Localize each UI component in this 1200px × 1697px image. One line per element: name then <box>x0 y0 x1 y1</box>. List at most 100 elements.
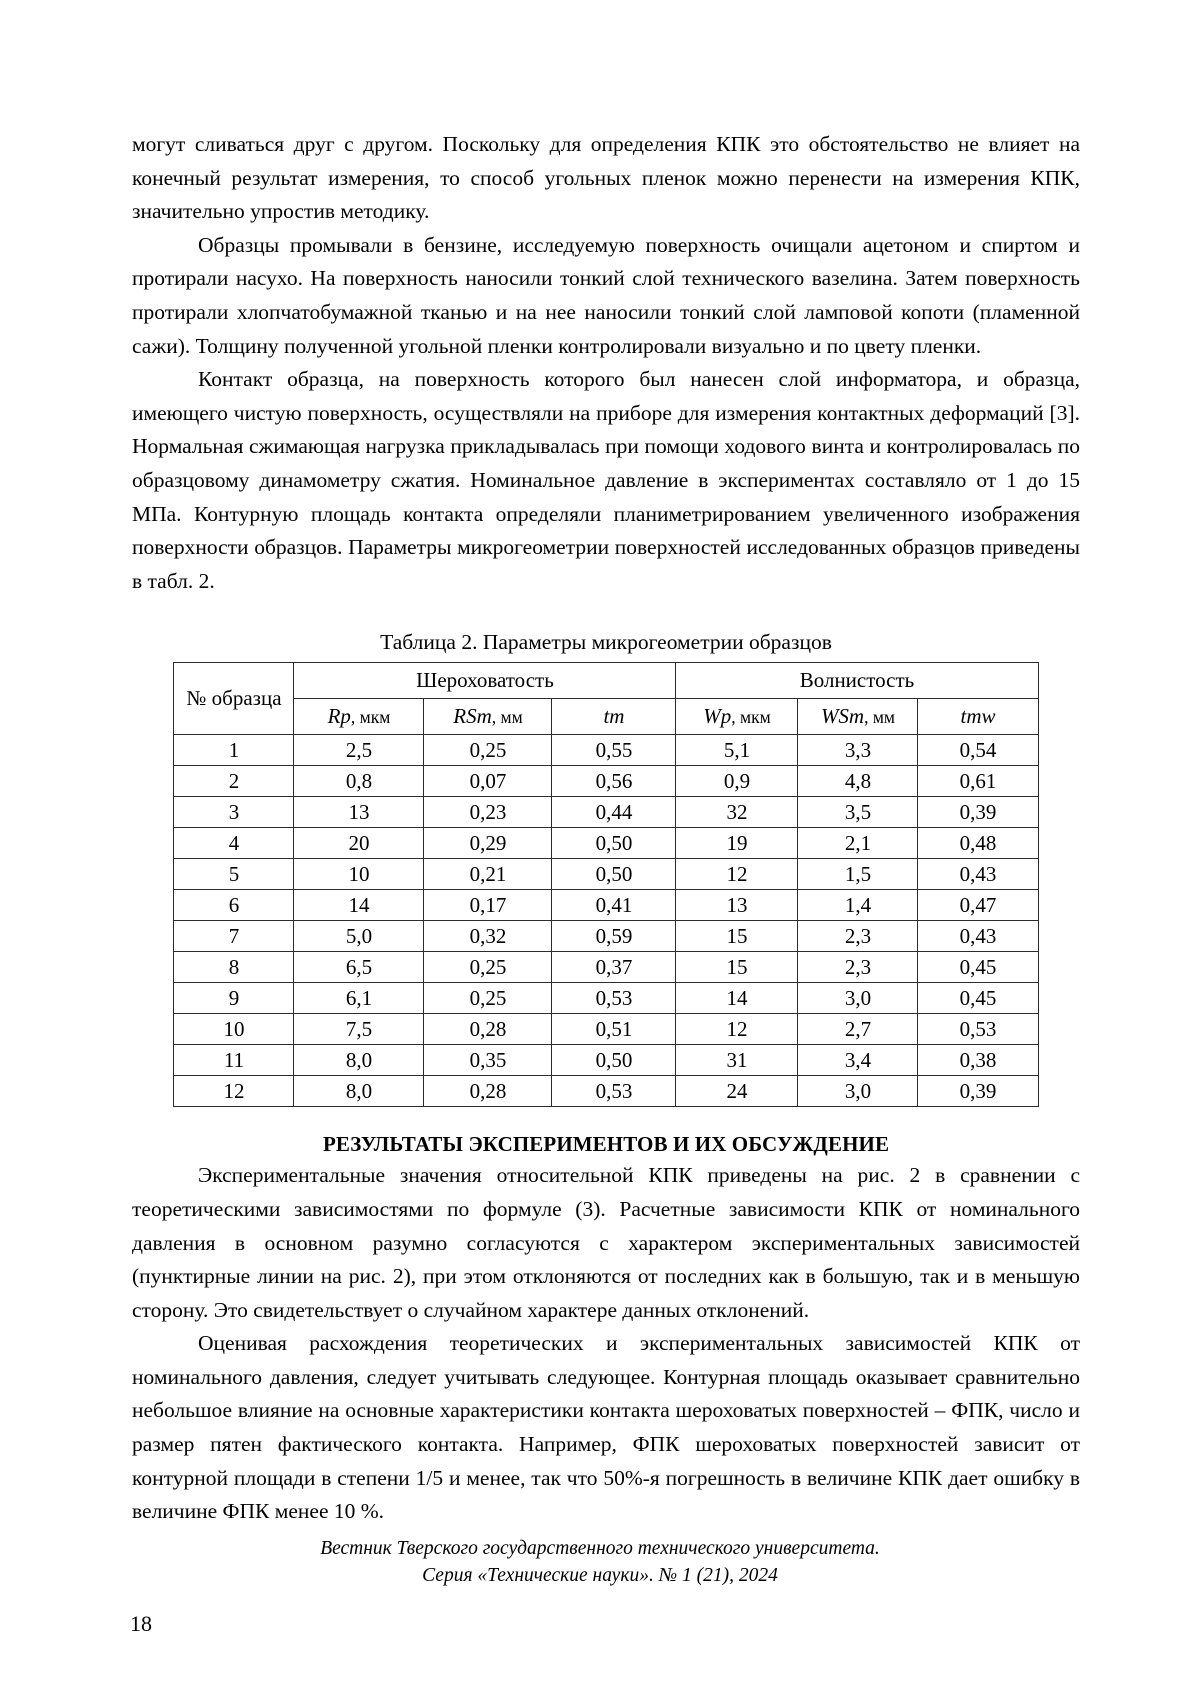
header-col-rp: Rp, мкм <box>294 699 424 735</box>
cell-tmw: 0,48 <box>918 828 1038 859</box>
cell-rsm: 0,23 <box>424 797 552 828</box>
table-row: 5100,210,50121,50,43 <box>174 859 1038 890</box>
cell-sample-no: 10 <box>174 1014 294 1045</box>
cell-wp: 12 <box>676 859 798 890</box>
cell-rp: 6,1 <box>294 983 424 1014</box>
cell-wsm: 3,4 <box>798 1045 918 1076</box>
cell-rp: 7,5 <box>294 1014 424 1045</box>
symbol-tm: tm <box>603 704 624 728</box>
cell-tm: 0,59 <box>552 921 676 952</box>
cell-rp: 8,0 <box>294 1045 424 1076</box>
cell-tm: 0,50 <box>552 1045 676 1076</box>
paragraph-2: Образцы промывали в бензине, исследуемую… <box>132 229 1080 363</box>
cell-wsm: 3,0 <box>798 983 918 1014</box>
cell-tmw: 0,54 <box>918 735 1038 766</box>
paragraph-4: Экспериментальные значения относительной… <box>132 1159 1080 1327</box>
cell-tmw: 0,61 <box>918 766 1038 797</box>
cell-rp: 14 <box>294 890 424 921</box>
header-group-waviness: Волнистость <box>676 663 1038 699</box>
cell-wp: 5,1 <box>676 735 798 766</box>
cell-rp: 6,5 <box>294 952 424 983</box>
cell-wsm: 3,3 <box>798 735 918 766</box>
cell-rsm: 0,25 <box>424 735 552 766</box>
cell-sample-no: 3 <box>174 797 294 828</box>
table-row: 4200,290,50192,10,48 <box>174 828 1038 859</box>
cell-tmw: 0,38 <box>918 1045 1038 1076</box>
table-row: 96,10,250,53143,00,45 <box>174 983 1038 1014</box>
cell-wp: 31 <box>676 1045 798 1076</box>
cell-tmw: 0,45 <box>918 952 1038 983</box>
cell-sample-no: 8 <box>174 952 294 983</box>
microgeometry-table: № образца Шероховатость Волнистость Rp, … <box>173 662 1038 1107</box>
table-row: 107,50,280,51122,70,53 <box>174 1014 1038 1045</box>
cell-rsm: 0,28 <box>424 1014 552 1045</box>
cell-rp: 2,5 <box>294 735 424 766</box>
cell-rsm: 0,07 <box>424 766 552 797</box>
cell-tmw: 0,43 <box>918 859 1038 890</box>
cell-tmw: 0,45 <box>918 983 1038 1014</box>
table-row: 12,50,250,555,13,30,54 <box>174 735 1038 766</box>
symbol-tmw: tmw <box>960 704 995 728</box>
cell-wp: 19 <box>676 828 798 859</box>
cell-sample-no: 1 <box>174 735 294 766</box>
paragraph-1: могут сливаться друг с другом. Поскольку… <box>132 128 1080 229</box>
cell-wsm: 3,5 <box>798 797 918 828</box>
header-sample-no: № образца <box>174 663 294 735</box>
cell-tm: 0,37 <box>552 952 676 983</box>
header-group-roughness: Шероховатость <box>294 663 676 699</box>
cell-rp: 5,0 <box>294 921 424 952</box>
cell-tm: 0,50 <box>552 859 676 890</box>
symbol-rp: Rp <box>328 704 351 728</box>
table-header-row-columns: Rp, мкм RSm, мм tm Wp, мкм WSm, мм tmw <box>174 699 1038 735</box>
cell-wsm: 4,8 <box>798 766 918 797</box>
cell-rp: 20 <box>294 828 424 859</box>
cell-tmw: 0,43 <box>918 921 1038 952</box>
cell-wsm: 2,7 <box>798 1014 918 1045</box>
symbol-wsm: WSm <box>821 704 864 728</box>
cell-sample-no: 7 <box>174 921 294 952</box>
cell-wsm: 2,1 <box>798 828 918 859</box>
table-row: 128,00,280,53243,00,39 <box>174 1076 1038 1107</box>
table-caption: Таблица 2. Параметры микрогеометрии обра… <box>132 628 1080 656</box>
page-number: 18 <box>130 1611 152 1637</box>
cell-wp: 14 <box>676 983 798 1014</box>
header-col-wsm: WSm, мм <box>798 699 918 735</box>
table-row: 118,00,350,50313,40,38 <box>174 1045 1038 1076</box>
cell-sample-no: 9 <box>174 983 294 1014</box>
cell-tm: 0,41 <box>552 890 676 921</box>
cell-rsm: 0,32 <box>424 921 552 952</box>
cell-sample-no: 12 <box>174 1076 294 1107</box>
cell-rsm: 0,21 <box>424 859 552 890</box>
cell-tm: 0,51 <box>552 1014 676 1045</box>
unit-rsm: , мм <box>492 707 523 727</box>
cell-wp: 12 <box>676 1014 798 1045</box>
cell-wsm: 1,4 <box>798 890 918 921</box>
table-row: 75,00,320,59152,30,43 <box>174 921 1038 952</box>
cell-tmw: 0,39 <box>918 797 1038 828</box>
header-col-tmw: tmw <box>918 699 1038 735</box>
symbol-wp: Wp <box>703 704 731 728</box>
table-header-row-groups: № образца Шероховатость Волнистость <box>174 663 1038 699</box>
cell-rsm: 0,29 <box>424 828 552 859</box>
cell-wsm: 3,0 <box>798 1076 918 1107</box>
cell-wp: 15 <box>676 921 798 952</box>
cell-wp: 0,9 <box>676 766 798 797</box>
section-heading: РЕЗУЛЬТАТЫ ЭКСПЕРИМЕНТОВ И ИХ ОБСУЖДЕНИЕ <box>132 1129 1080 1159</box>
cell-sample-no: 6 <box>174 890 294 921</box>
header-col-wp: Wp, мкм <box>676 699 798 735</box>
header-col-tm: tm <box>552 699 676 735</box>
cell-wsm: 2,3 <box>798 952 918 983</box>
cell-wp: 24 <box>676 1076 798 1107</box>
cell-tm: 0,55 <box>552 735 676 766</box>
table-head: № образца Шероховатость Волнистость Rp, … <box>174 663 1038 735</box>
unit-rp: , мкм <box>351 707 390 727</box>
unit-wsm: , мм <box>864 707 895 727</box>
cell-sample-no: 4 <box>174 828 294 859</box>
table-body: 12,50,250,555,13,30,5420,80,070,560,94,8… <box>174 735 1038 1107</box>
cell-wsm: 2,3 <box>798 921 918 952</box>
cell-tmw: 0,47 <box>918 890 1038 921</box>
symbol-rsm: RSm <box>453 704 492 728</box>
cell-sample-no: 11 <box>174 1045 294 1076</box>
table-row: 6140,170,41131,40,47 <box>174 890 1038 921</box>
cell-rsm: 0,25 <box>424 983 552 1014</box>
